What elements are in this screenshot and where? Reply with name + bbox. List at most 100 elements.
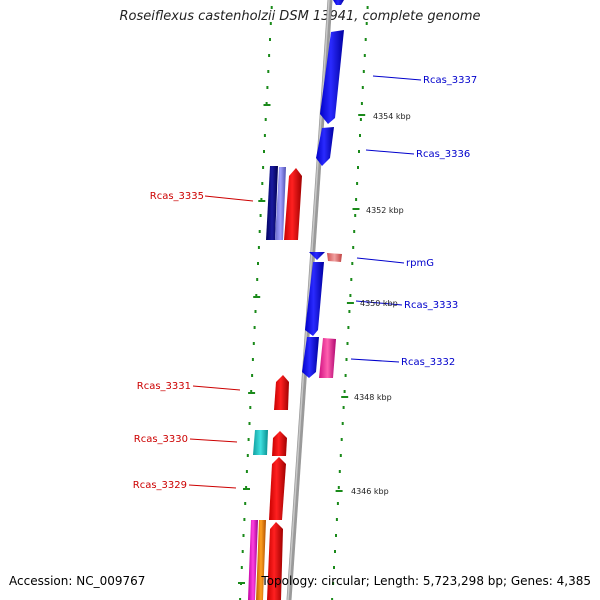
gene-feature-rcas-3331[interactable] <box>274 375 289 410</box>
outer-ring-tick <box>359 134 361 137</box>
gene-feature-rcas-3332[interactable] <box>319 338 336 378</box>
gene-feature-bottom-magenta[interactable] <box>248 520 258 600</box>
inner-ring-tick <box>264 118 267 121</box>
inner-ring-tick <box>267 70 270 73</box>
outer-ring-tick <box>332 582 335 585</box>
inner-ring-tick <box>268 54 271 57</box>
outer-ring-tick <box>359 118 362 121</box>
leader-line-rcas-3329 <box>188 484 237 489</box>
outer-ring-tick <box>346 342 349 345</box>
outer-tick-ring <box>331 6 369 600</box>
outer-ring-tick <box>345 358 348 361</box>
outer-ring-tick <box>353 230 356 233</box>
outer-ring-tick <box>338 470 341 473</box>
gene-feature-rcas-3329[interactable] <box>269 457 286 520</box>
inner-ring-tick <box>257 262 259 265</box>
outer-ring-tick <box>364 38 367 41</box>
gene-feature-rcas-3337[interactable] <box>320 30 344 124</box>
inner-ring-tick <box>254 310 257 313</box>
gene-label-rcas-3330[interactable]: Rcas_3330 <box>134 434 188 445</box>
gene-feature-rpmg[interactable] <box>327 253 342 262</box>
inner-ring-tick <box>245 470 248 473</box>
gene-label-rcas-3335[interactable]: Rcas_3335 <box>150 191 204 202</box>
gene-feature-rcas-3330-cyan[interactable] <box>253 430 268 455</box>
inner-ring-tick <box>269 38 271 41</box>
tick-label-4348-kbp: 4348 kbp <box>354 393 392 402</box>
tick-label-4346-kbp: 4346 kbp <box>351 487 389 496</box>
outer-ring-tick <box>358 150 360 153</box>
outer-ring-tick <box>343 390 346 393</box>
outer-ring-major-tick <box>352 208 360 210</box>
outer-ring-tick <box>366 6 369 9</box>
outer-ring-tick <box>361 86 364 89</box>
inner-ring-tick <box>263 150 265 153</box>
inner-ring-major-tick <box>253 296 261 298</box>
outer-ring-tick <box>331 598 334 600</box>
gene-feature-rcas-3333[interactable] <box>305 262 324 336</box>
gene-feature-rcas-3335-b[interactable] <box>275 167 286 240</box>
outer-ring-tick <box>344 374 347 377</box>
gene-feature-rpmg-left[interactable] <box>309 252 325 260</box>
gene-label-rcas-3337[interactable]: Rcas_3337 <box>423 75 477 86</box>
outer-ring-tick <box>335 518 338 521</box>
outer-ring-major-tick <box>341 396 349 398</box>
genome-title: Roseiflexus castenholzii DSM 13941, comp… <box>119 9 481 24</box>
outer-ring-tick <box>363 54 366 57</box>
gene-feature-rcas-3330[interactable] <box>272 431 287 456</box>
outer-ring-tick <box>339 454 342 457</box>
outer-ring-tick <box>337 486 340 489</box>
outer-ring-tick <box>354 214 357 217</box>
gene-feature-rcas-3332-left[interactable] <box>302 337 319 378</box>
outer-ring-tick <box>352 246 355 249</box>
inner-tick-ring <box>238 6 273 600</box>
leader-line-rcas-3330 <box>189 438 238 443</box>
gene-label-rcas-3332[interactable]: Rcas_3332 <box>401 357 455 368</box>
accession-label: Accession: NC_009767 <box>9 574 146 588</box>
gene-label-rcas-3333[interactable]: Rcas_3333 <box>404 300 458 311</box>
topology-summary: Topology: circular; Length: 5,723,298 bp… <box>261 574 591 588</box>
gene-feature-top-partial[interactable] <box>333 0 344 5</box>
tick-label-4352-kbp: 4352 kbp <box>366 206 404 215</box>
inner-ring-tick <box>262 166 265 169</box>
inner-ring-major-tick <box>258 200 266 202</box>
leader-line-rcas-3332 <box>350 358 400 363</box>
gene-feature-rcas-3335[interactable] <box>284 168 302 240</box>
inner-ring-tick <box>266 86 269 89</box>
inner-ring-tick <box>270 6 273 9</box>
inner-ring-major-tick <box>243 488 250 490</box>
outer-ring-tick <box>336 502 339 505</box>
inner-ring-tick <box>251 374 254 377</box>
inner-ring-tick <box>269 22 272 25</box>
outer-ring-tick <box>350 278 353 281</box>
gene-feature-rcas-3335-a[interactable] <box>266 166 278 240</box>
leader-line-rcas-3336 <box>365 149 415 155</box>
outer-ring-tick <box>362 70 365 73</box>
inner-ring-major-tick <box>248 392 256 394</box>
outer-ring-tick <box>341 422 344 425</box>
inner-ring-tick <box>256 278 259 281</box>
inner-ring-tick <box>257 246 260 249</box>
inner-ring-tick <box>258 230 261 233</box>
leader-line-rcas-3331 <box>192 385 241 391</box>
inner-ring-tick <box>260 198 263 201</box>
outer-ring-major-tick <box>335 490 343 492</box>
inner-ring-tick <box>259 214 262 217</box>
gene-label-rcas-3336[interactable]: Rcas_3336 <box>416 149 470 160</box>
inner-ring-tick <box>263 134 266 137</box>
outer-ring-tick <box>365 22 368 25</box>
outer-ring-tick <box>348 310 351 313</box>
gene-label-rcas-3331[interactable]: Rcas_3331 <box>137 381 191 392</box>
gene-label-rcas-3329[interactable]: Rcas_3329 <box>133 480 187 491</box>
outer-ring-major-tick <box>358 114 366 116</box>
outer-ring-tick <box>355 198 358 201</box>
gene-label-rpmg[interactable]: rpmG <box>406 258 434 269</box>
tick-label-4350-kbp: 4350 kbp <box>360 299 398 308</box>
leader-line-rcas-3337 <box>372 75 422 81</box>
gene-feature-rcas-3336[interactable] <box>316 127 334 166</box>
leader-line-rcas-3333 <box>355 300 403 306</box>
inner-ring-major-tick <box>238 582 245 584</box>
gene-feature-bottom-orange[interactable] <box>256 520 266 600</box>
gene-feature-bottom-red[interactable] <box>267 522 283 600</box>
inner-ring-tick <box>255 294 258 297</box>
